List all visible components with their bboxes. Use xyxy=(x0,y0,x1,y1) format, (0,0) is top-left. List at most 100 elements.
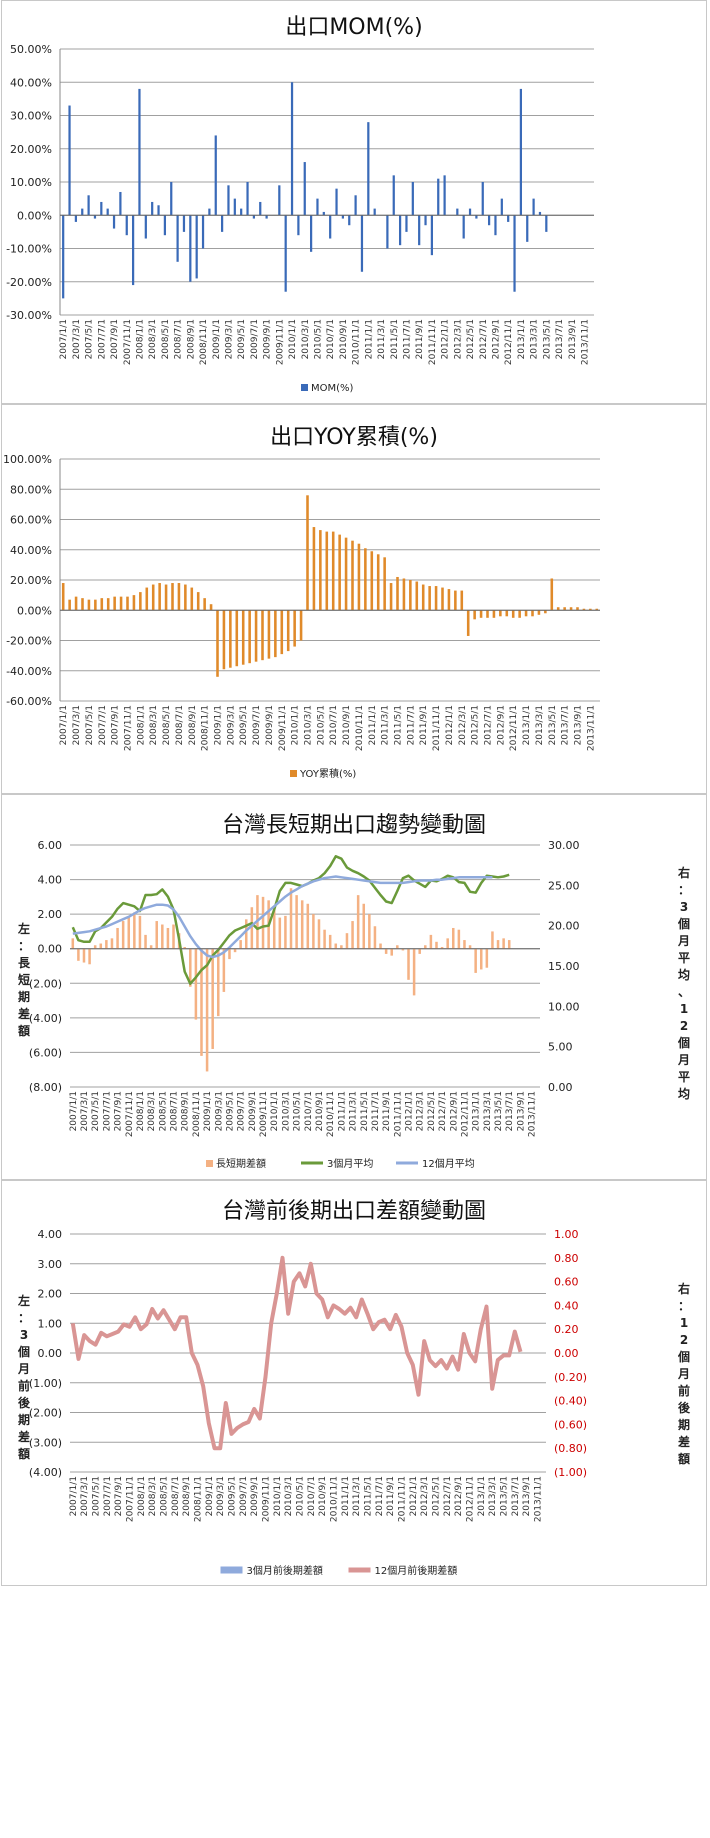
trend-bar xyxy=(211,948,214,1049)
diff-x-tick: 2013/9/1 xyxy=(522,1476,532,1516)
yoy-x-tick: 2010/7/1 xyxy=(329,705,339,745)
yoy-x-tick: 2011/7/1 xyxy=(406,705,416,745)
diff-x-tick: 2012/7/1 xyxy=(443,1476,453,1516)
yoy-bar xyxy=(132,595,136,611)
mom-x-tick: 2008/11/1 xyxy=(199,319,209,365)
yoy-bar xyxy=(293,610,296,647)
diff-right-y-tick: 0.60 xyxy=(554,1276,579,1289)
mom-bar xyxy=(538,211,542,216)
mom-x-tick: 2011/5/1 xyxy=(390,319,400,359)
trend-x-tick: 2009/11/1 xyxy=(259,1091,269,1137)
yoy-bar xyxy=(229,610,232,668)
trend-bar xyxy=(396,945,399,949)
trend-bar xyxy=(77,948,80,961)
mom-bar xyxy=(265,215,268,219)
diff-x-tick: 2007/5/1 xyxy=(92,1476,102,1516)
mom-bar xyxy=(430,215,434,256)
trend-x-tick: 2007/7/1 xyxy=(102,1091,112,1131)
yoy-bar xyxy=(479,610,483,618)
trend-bar xyxy=(172,924,175,949)
mom-bar xyxy=(424,215,427,226)
trend-legend-swatch xyxy=(206,1160,213,1167)
yoy-y-tick: 60.00% xyxy=(10,514,52,527)
mom-x-tick: 2009/9/1 xyxy=(263,319,273,359)
trend-bar xyxy=(362,903,366,949)
diff-x-tick: 2010/7/1 xyxy=(307,1476,317,1516)
mom-bar xyxy=(176,215,179,262)
mom-chart-panel: 出口MOM(%) 50.00% 40.00% 30.00% 20.00% 10.00% 0… xyxy=(1,0,707,404)
trend-left-axis-label-char: 額 xyxy=(17,1023,30,1038)
trend-x-tick: 2008/1/1 xyxy=(136,1091,146,1131)
trend-bar xyxy=(401,948,405,951)
diff-x-tick: 2013/11/1 xyxy=(534,1476,544,1522)
yoy-bar xyxy=(286,610,290,652)
trend-bar xyxy=(429,934,433,949)
trend-chart-title: 台灣長短期出口趨勢變動圖 xyxy=(221,813,486,838)
yoy-x-tick: 2013/1/1 xyxy=(522,705,532,745)
yoy-bar xyxy=(383,557,386,611)
yoy-bar xyxy=(81,598,84,611)
trend-bar xyxy=(82,948,86,963)
yoy-bar xyxy=(492,610,496,618)
diff-x-tick: 2009/9/1 xyxy=(250,1476,260,1516)
mom-chart: 50.00% 40.00% 30.00% 20.00% 10.00% 0.00% -10.0… xyxy=(6,43,594,394)
yoy-bar xyxy=(441,587,444,611)
yoy-bar xyxy=(569,607,573,611)
mom-bar xyxy=(182,215,186,232)
mom-y-tick: 40.00% xyxy=(10,76,52,89)
trend-bar xyxy=(390,948,393,956)
diff-x-tick: 2011/7/1 xyxy=(375,1476,385,1516)
yoy-bar xyxy=(409,580,412,611)
yoy-x-tick: 2010/11/1 xyxy=(355,705,365,751)
mom-x-tick: 2009/11/1 xyxy=(275,319,285,365)
mom-x-tick: 2011/7/1 xyxy=(402,319,412,359)
yoy-bar xyxy=(364,548,367,611)
mom-x-tick: 2008/7/1 xyxy=(174,319,184,359)
trend-bar xyxy=(373,926,377,949)
diff-x-tick: 2011/3/1 xyxy=(352,1476,362,1516)
yoy-bar xyxy=(216,610,219,677)
mom-x-tick: 2009/5/1 xyxy=(237,319,247,359)
diff-x-tick: 2012/9/1 xyxy=(454,1476,464,1516)
mom-bar xyxy=(398,215,402,246)
yoy-bar xyxy=(319,530,322,611)
mom-bar xyxy=(360,215,364,272)
yoy-x-tick: 2009/9/1 xyxy=(265,705,275,745)
diff-left-axis-label-char: 月 xyxy=(17,1362,30,1376)
trend-x-tick: 2012/1/1 xyxy=(405,1091,415,1131)
yoy-x-tick: 2007/3/1 xyxy=(72,705,82,745)
yoy-legend-label: YOY累積(%) xyxy=(299,767,356,780)
yoy-x-tick: 2010/1/1 xyxy=(291,705,301,745)
diff-x-tick: 2009/5/1 xyxy=(228,1476,238,1516)
mom-x-tick: 2013/7/1 xyxy=(555,319,565,359)
mom-x-tick: 2007/11/1 xyxy=(123,319,133,365)
yoy-bar xyxy=(511,610,515,618)
yoy-bar xyxy=(447,589,451,611)
trend-bar xyxy=(345,933,349,949)
yoy-x-tick: 2008/5/1 xyxy=(162,705,172,745)
diff-right-axis-label-char: 額 xyxy=(677,1451,690,1466)
diff-left-axis-label-char: 期 xyxy=(18,1412,30,1427)
mom-bar xyxy=(138,88,141,216)
diff-left-y-tick: 1.00 xyxy=(38,1317,63,1330)
yoy-bar xyxy=(576,607,579,611)
mom-bar xyxy=(545,215,548,232)
yoy-x-tick: 2010/5/1 xyxy=(316,705,326,745)
yoy-bar xyxy=(61,583,65,611)
trend-bar xyxy=(407,948,410,980)
mom-bar xyxy=(106,208,109,216)
diff-left-y-tick: 0.00 xyxy=(38,1347,63,1360)
trend-left-y-tick: (2.00) xyxy=(29,977,62,990)
diff-x-tick: 2007/9/1 xyxy=(114,1476,124,1516)
trend-right-axis-label-char: 右 xyxy=(677,865,690,880)
yoy-bar xyxy=(338,534,341,611)
yoy-x-tick: 2009/1/1 xyxy=(214,705,224,745)
yoy-x-tick: 2010/9/1 xyxy=(342,705,352,745)
trend-bar xyxy=(384,948,388,954)
yoy-x-tick: 2013/3/1 xyxy=(535,705,545,745)
trend-right-axis-label-char: 個 xyxy=(677,1035,690,1050)
yoy-bar xyxy=(428,586,431,611)
diff-right-axis-label-char: 後 xyxy=(678,1400,691,1415)
trend-bar xyxy=(217,948,220,1017)
yoy-bar xyxy=(299,610,303,641)
